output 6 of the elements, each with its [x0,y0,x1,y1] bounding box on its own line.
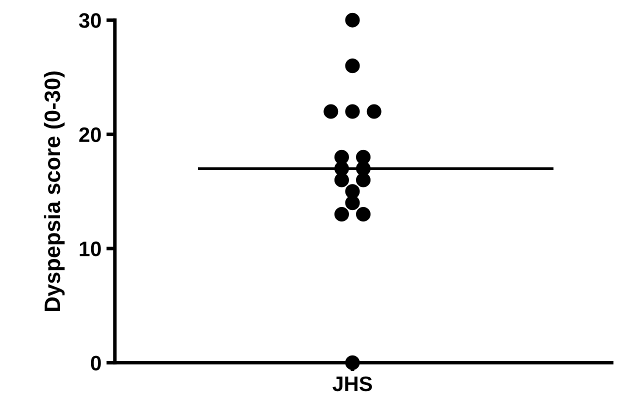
y-tick-label: 30 [79,13,101,28]
y-tick-label: 10 [80,242,101,256]
y-tick-label: 0 [90,356,101,370]
y-tick-label: 20 [79,127,101,142]
x-tick-label: JHS [332,376,372,392]
y-axis-title: Dyspepsia score (0-30) [44,71,65,311]
